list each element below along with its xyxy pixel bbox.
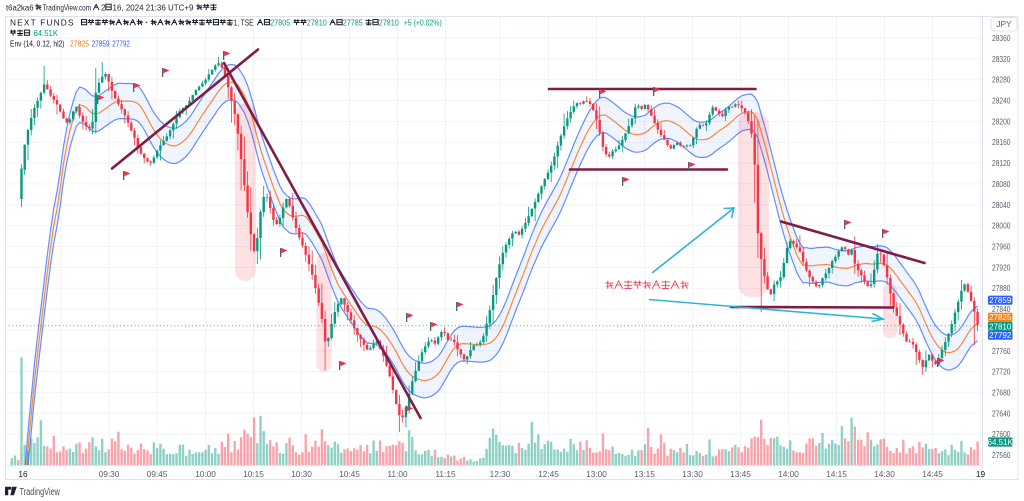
svg-text:27920: 27920 bbox=[992, 262, 1011, 272]
svg-text:13:45: 13:45 bbox=[730, 469, 751, 479]
svg-text:27792: 27792 bbox=[989, 331, 1012, 340]
svg-text:28360: 28360 bbox=[992, 33, 1011, 43]
svg-text:27825: 27825 bbox=[989, 313, 1012, 322]
svg-text:28280: 28280 bbox=[992, 75, 1011, 85]
svg-text:64.51K: 64.51K bbox=[34, 28, 59, 38]
svg-text:TradingView.com: TradingView.com bbox=[43, 4, 92, 13]
svg-text:28320: 28320 bbox=[992, 54, 1011, 64]
svg-text:2: 2 bbox=[101, 4, 106, 13]
svg-text:09:45: 09:45 bbox=[147, 469, 168, 479]
svg-text:+5 (+0.02%): +5 (+0.02%) bbox=[404, 18, 442, 28]
svg-text:NEXT FUNDS: NEXT FUNDS bbox=[10, 18, 74, 28]
svg-text:27859: 27859 bbox=[989, 296, 1012, 305]
svg-text:27840: 27840 bbox=[992, 304, 1011, 314]
svg-text:28120: 28120 bbox=[992, 158, 1011, 168]
svg-text:27810: 27810 bbox=[989, 322, 1012, 331]
svg-text:12:45: 12:45 bbox=[538, 469, 559, 479]
svg-text:10:15: 10:15 bbox=[243, 469, 264, 479]
svg-text:27810: 27810 bbox=[379, 18, 399, 28]
svg-text:10:00: 10:00 bbox=[195, 469, 216, 479]
svg-text:28080: 28080 bbox=[992, 179, 1011, 189]
svg-text:16, 2024 21:36 UTC+9: 16, 2024 21:36 UTC+9 bbox=[113, 4, 195, 13]
svg-text:27960: 27960 bbox=[992, 242, 1011, 252]
svg-text:t6a2ka6: t6a2ka6 bbox=[6, 4, 34, 13]
svg-text:27720: 27720 bbox=[992, 367, 1011, 377]
svg-text:14:45: 14:45 bbox=[922, 469, 943, 479]
svg-text:27792: 27792 bbox=[112, 38, 130, 48]
svg-text:27859: 27859 bbox=[92, 38, 110, 48]
svg-text:10:30: 10:30 bbox=[291, 469, 312, 479]
svg-text:13:00: 13:00 bbox=[586, 469, 607, 479]
svg-text:, 1, TSE: , 1, TSE bbox=[230, 18, 254, 28]
svg-text:27560: 27560 bbox=[992, 450, 1011, 460]
svg-text:13:15: 13:15 bbox=[634, 469, 655, 479]
svg-text:27810: 27810 bbox=[307, 18, 327, 28]
svg-text:13:30: 13:30 bbox=[682, 469, 703, 479]
svg-text:28000: 28000 bbox=[992, 221, 1011, 231]
svg-text:10:45: 10:45 bbox=[339, 469, 360, 479]
svg-text:28200: 28200 bbox=[992, 116, 1011, 126]
svg-text:14:30: 14:30 bbox=[874, 469, 895, 479]
svg-text:27640: 27640 bbox=[992, 408, 1011, 418]
svg-text:14:00: 14:00 bbox=[778, 469, 799, 479]
svg-text:19: 19 bbox=[976, 469, 986, 479]
svg-text:Env (14, 0.12, hl2): Env (14, 0.12, hl2) bbox=[10, 38, 65, 48]
svg-text:27880: 27880 bbox=[992, 283, 1011, 293]
svg-text:28160: 28160 bbox=[992, 137, 1011, 147]
svg-text:27805: 27805 bbox=[270, 18, 290, 28]
svg-text:27680: 27680 bbox=[992, 387, 1011, 397]
svg-text:28240: 28240 bbox=[992, 96, 1011, 106]
svg-text:28040: 28040 bbox=[992, 200, 1011, 210]
svg-text:27785: 27785 bbox=[343, 18, 363, 28]
svg-text:11:15: 11:15 bbox=[435, 469, 456, 479]
svg-text:14:15: 14:15 bbox=[826, 469, 847, 479]
svg-text:27825: 27825 bbox=[70, 38, 89, 48]
svg-text:16: 16 bbox=[18, 469, 28, 479]
svg-text:JPY: JPY bbox=[996, 19, 1012, 29]
svg-text:11:00: 11:00 bbox=[387, 469, 408, 479]
svg-text:27600: 27600 bbox=[992, 429, 1011, 439]
svg-text:27760: 27760 bbox=[992, 346, 1011, 356]
svg-text:12:30: 12:30 bbox=[490, 469, 511, 479]
svg-text:TradingView: TradingView bbox=[20, 487, 61, 498]
svg-text:64.51K: 64.51K bbox=[988, 438, 1014, 447]
svg-text:09:30: 09:30 bbox=[99, 469, 120, 479]
